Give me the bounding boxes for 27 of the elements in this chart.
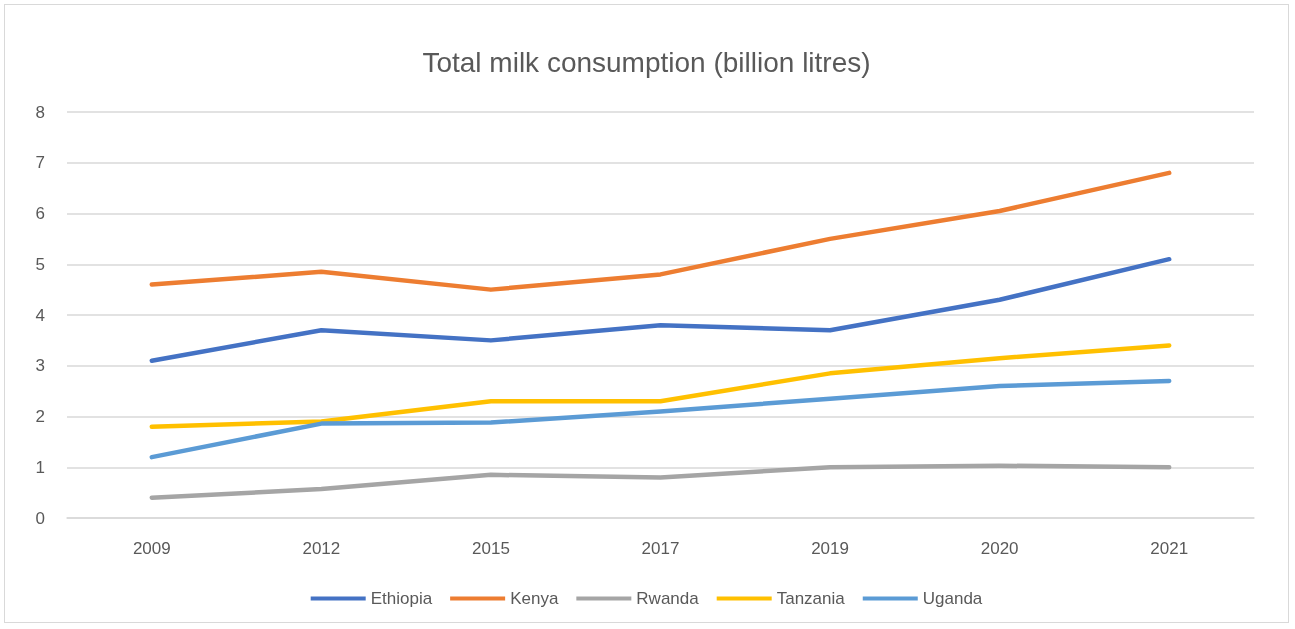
y-tick-label: 0 [35,508,45,528]
x-tick-label: 2015 [472,539,510,558]
y-tick-label: 6 [35,204,45,223]
y-tick-label: 5 [35,254,45,274]
chart-title: Total milk consumption (billion litres) [422,46,871,78]
legend-label: Uganda [922,589,983,608]
x-tick-label: 2021 [1150,539,1189,558]
legend-label: Kenya [510,589,559,608]
x-tick-label: 2020 [980,539,1019,558]
line-series [149,256,1172,363]
legend-label: Tanzania [776,589,846,608]
x-tick-label: 2009 [132,539,171,558]
y-tick-label: 1 [35,457,45,477]
y-tick-label: 7 [35,153,45,173]
x-tick-label: 2012 [302,539,341,558]
line-series [149,170,1172,292]
y-tick-label: 2 [35,407,45,426]
legend-label: Rwanda [636,589,700,608]
y-tick-label: 4 [35,305,45,325]
line-series [149,378,1172,460]
legend-label: Ethiopia [370,589,433,608]
x-tick-label: 2019 [811,539,849,558]
line-series [149,463,1172,500]
y-tick-label: 3 [35,356,45,376]
x-tick-label: 2017 [641,539,680,558]
y-tick-label: 8 [35,102,45,122]
line-series [149,343,1172,429]
